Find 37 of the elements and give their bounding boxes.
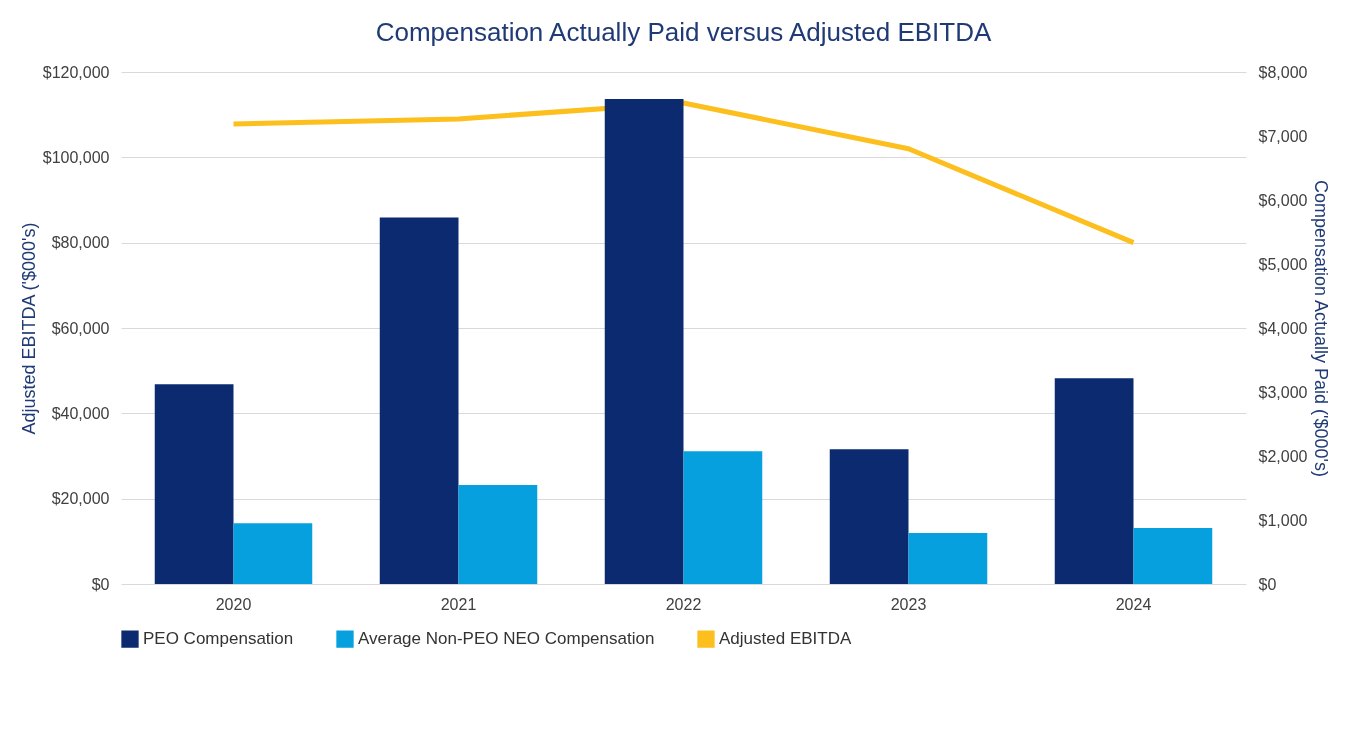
y-tick-label: $80,000 [51, 234, 110, 252]
bar [379, 217, 459, 584]
y2-axis-title: Compensation Actually Paid ('$000's) [1311, 179, 1332, 478]
y-tick-label: $0 [91, 575, 110, 593]
legend-label: PEO Compensation [143, 629, 294, 649]
bar [1054, 378, 1134, 584]
y-tick-label: $40,000 [51, 404, 110, 422]
y-tick-label: $60,000 [51, 319, 110, 337]
y-tick-label: $100,000 [42, 148, 110, 166]
legend-label: Average Non-PEO NEO Compensation [358, 629, 655, 649]
bar [908, 533, 988, 584]
y2-tick-label: $6,000 [1258, 191, 1308, 209]
bar [683, 451, 763, 584]
bar [829, 449, 909, 584]
legend-label: Adjusted EBITDA [719, 629, 852, 649]
y2-tick-label: $7,000 [1258, 127, 1308, 145]
y-tick-label: $120,000 [42, 63, 110, 81]
y2-tick-label: $2,000 [1258, 447, 1308, 465]
bar [154, 384, 234, 584]
y2-tick-label: $1,000 [1258, 511, 1308, 529]
y-axis-title: Adjusted EBITDA ('$000's) [18, 222, 39, 435]
y2-tick-label: $0 [1258, 575, 1277, 593]
y-tick-label: $20,000 [51, 490, 110, 508]
bar [233, 523, 313, 584]
x-tick-label: 2023 [890, 595, 927, 613]
x-tick-label: 2022 [665, 595, 702, 613]
bar [604, 98, 684, 584]
y2-tick-label: $3,000 [1258, 383, 1308, 401]
x-tick-label: 2024 [1115, 595, 1152, 613]
y2-tick-label: $5,000 [1258, 255, 1308, 273]
y2-tick-label: $4,000 [1258, 319, 1308, 337]
y2-tick-label: $8,000 [1258, 63, 1308, 81]
bar [1133, 528, 1213, 584]
chart-title: Compensation Actually Paid versus Adjusted EBITDA [375, 17, 992, 47]
bar [458, 485, 538, 584]
x-tick-label: 2021 [440, 595, 477, 613]
x-tick-label: 2020 [215, 595, 252, 613]
